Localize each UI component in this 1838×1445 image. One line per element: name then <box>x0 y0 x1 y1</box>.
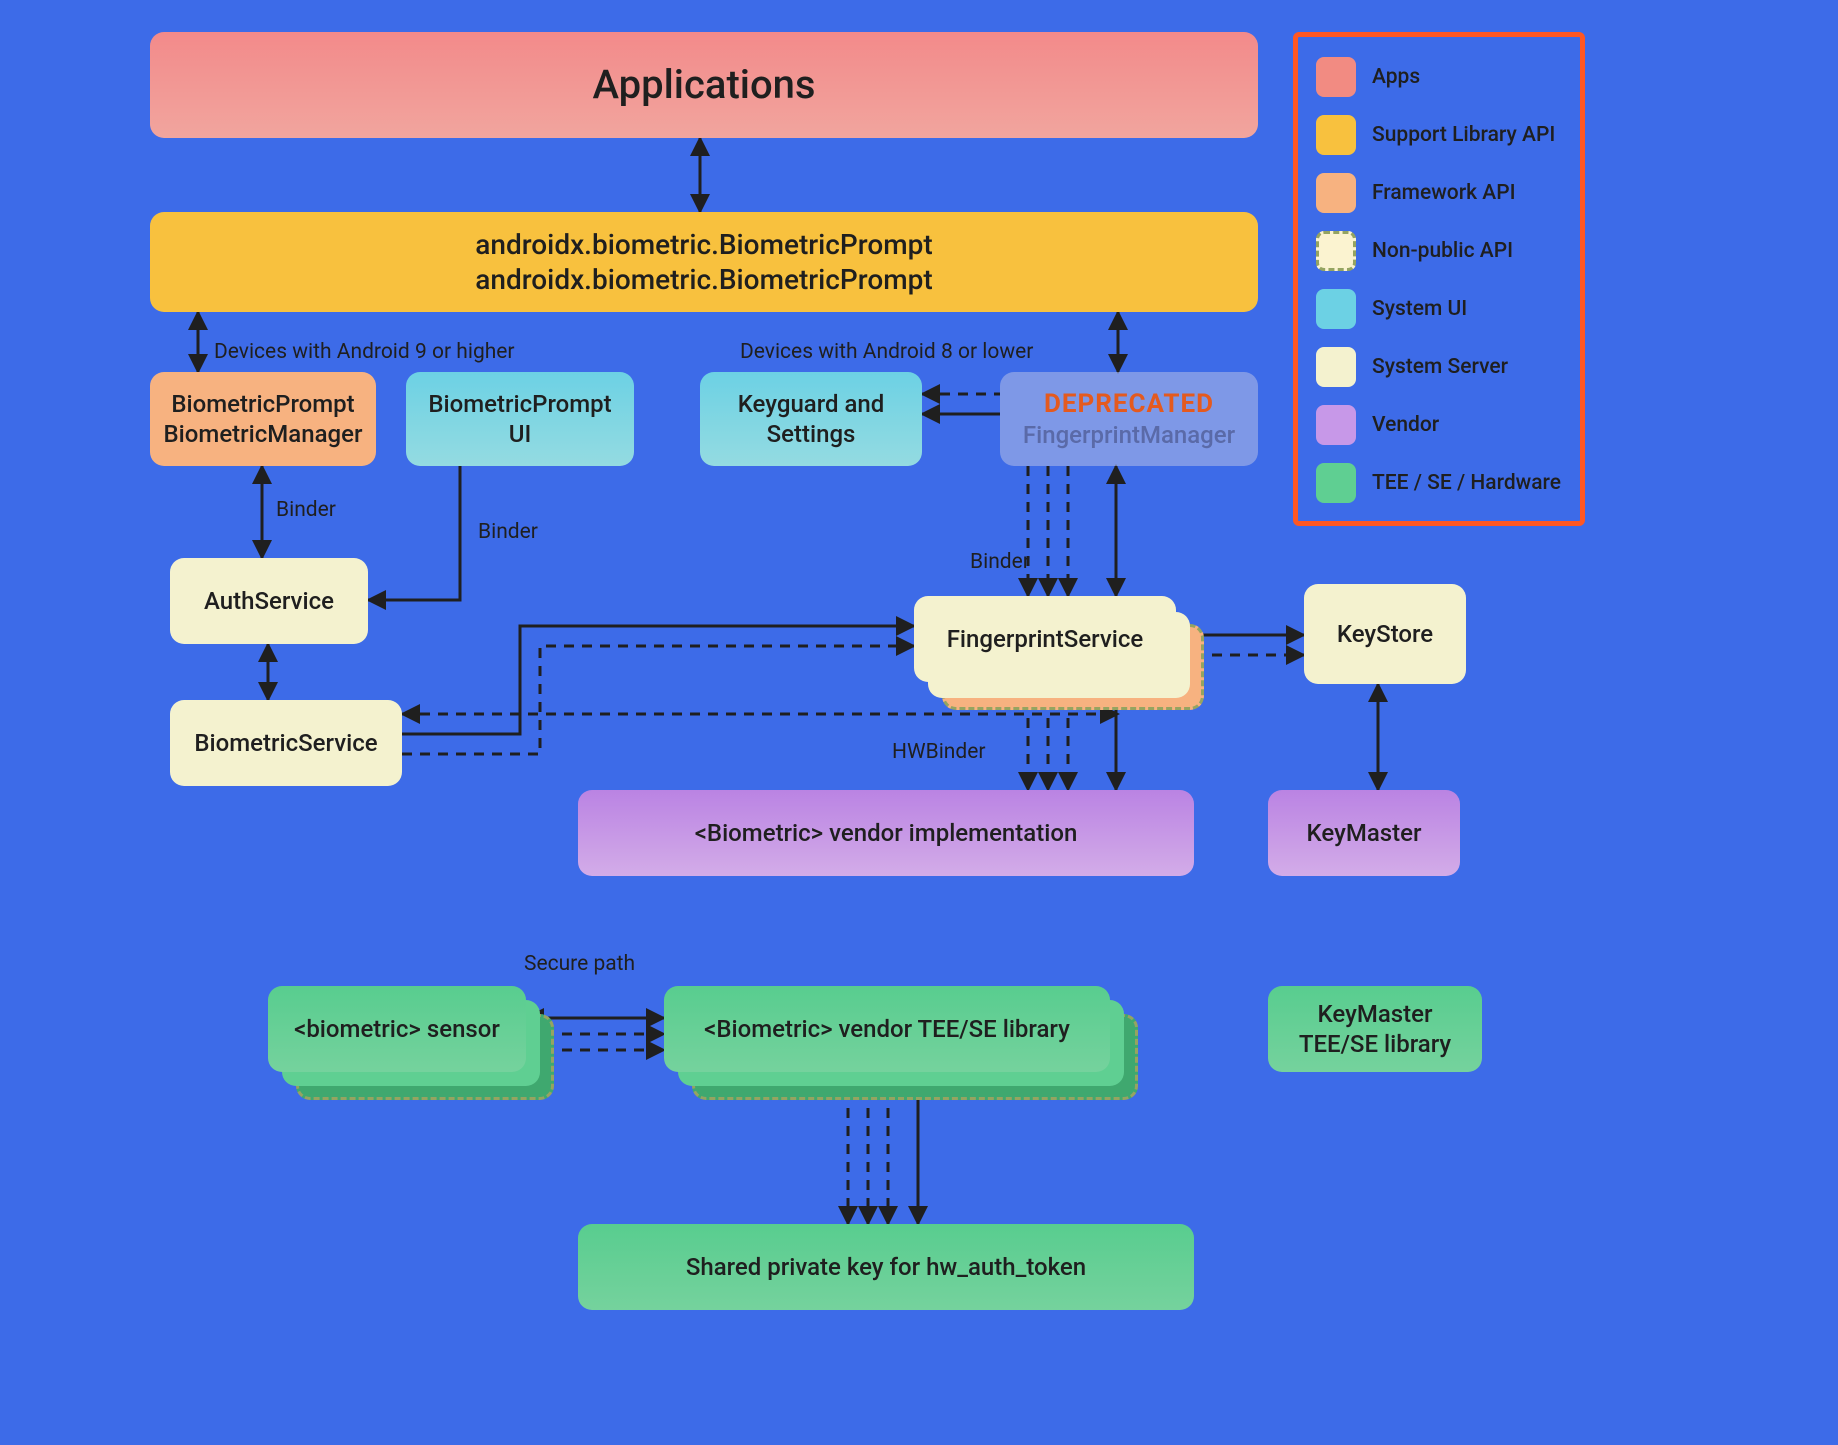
legend-row: System UI <box>1316 289 1562 329</box>
node-fpsvc-line: FingerprintService <box>947 624 1144 654</box>
node-keyguard: Keyguard andSettings <box>700 372 922 466</box>
node-applications: Applications <box>150 32 1258 138</box>
edge-label: Secure path <box>524 952 635 976</box>
node-androidx: androidx.biometric.BiometricPromptandroi… <box>150 212 1258 312</box>
node-tee_lib: <Biometric> vendor TEE/SE library <box>664 986 1110 1072</box>
legend-swatch <box>1316 347 1356 387</box>
node-bioprompt_ui: BiometricPrompt UI <box>406 372 634 466</box>
node-bioprompt_ui-line: BiometricPrompt UI <box>416 389 624 449</box>
legend-label: Framework API <box>1372 181 1516 205</box>
legend-label: System Server <box>1372 355 1508 379</box>
node-bioprompt_mgr: BiometricPromptBiometricManager <box>150 372 376 466</box>
edge <box>402 646 914 754</box>
legend-row: Non-public API <box>1316 231 1562 271</box>
node-androidx-line: androidx.biometric.BiometricPrompt <box>475 262 932 297</box>
legend-swatch <box>1316 463 1356 503</box>
node-vendor_impl: <Biometric> vendor implementation <box>578 790 1194 876</box>
legend-swatch <box>1316 115 1356 155</box>
legend-label: System UI <box>1372 297 1467 321</box>
node-shared_key-line: Shared private key for hw_auth_token <box>686 1252 1086 1282</box>
legend-swatch <box>1316 289 1356 329</box>
node-km_tee-line: KeyMaster <box>1318 999 1433 1029</box>
node-km_tee: KeyMasterTEE/SE library <box>1268 986 1482 1072</box>
legend-row: Framework API <box>1316 173 1562 213</box>
legend-row: System Server <box>1316 347 1562 387</box>
legend-label: Vendor <box>1372 413 1439 437</box>
deprecated-sub: FingerprintManager <box>1023 420 1235 450</box>
node-androidx-line: androidx.biometric.BiometricPrompt <box>475 227 932 262</box>
node-authservice: AuthService <box>170 558 368 644</box>
legend-label: Apps <box>1372 65 1420 89</box>
edge-label: Binder <box>276 498 336 522</box>
node-keystore: KeyStore <box>1304 584 1466 684</box>
edge-label: Binder <box>478 520 538 544</box>
legend-label: Non-public API <box>1372 239 1513 263</box>
legend-swatch <box>1316 231 1356 271</box>
node-fpsvc: FingerprintService <box>914 596 1176 682</box>
node-keymaster-line: KeyMaster <box>1307 818 1422 848</box>
node-biosvc-line: BiometricService <box>194 728 377 758</box>
legend-row: Vendor <box>1316 405 1562 445</box>
legend: Apps Support Library API Framework API Non-… <box>1293 32 1585 526</box>
node-km_tee-line: TEE/SE library <box>1299 1029 1451 1059</box>
node-bioprompt_mgr-line: BiometricPrompt <box>171 389 354 419</box>
node-tee_lib-line: <Biometric> vendor TEE/SE library <box>704 1014 1070 1044</box>
node-bioprompt_mgr-line: BiometricManager <box>164 419 363 449</box>
node-shared_key: Shared private key for hw_auth_token <box>578 1224 1194 1310</box>
edge-label: HWBinder <box>892 740 986 764</box>
node-keyguard-line: Keyguard and <box>738 389 885 419</box>
legend-row: Apps <box>1316 57 1562 97</box>
node-keymaster: KeyMaster <box>1268 790 1460 876</box>
edge-label: Devices with Android 9 or higher <box>214 340 515 364</box>
edge-label: Binder <box>970 550 1030 574</box>
legend-swatch <box>1316 405 1356 445</box>
edge <box>368 466 460 600</box>
legend-swatch <box>1316 173 1356 213</box>
node-bio_sensor: <biometric> sensor <box>268 986 526 1072</box>
edge-label: Devices with Android 8 or lower <box>740 340 1033 364</box>
node-applications-line: Applications <box>592 60 815 110</box>
legend-label: Support Library API <box>1372 123 1555 147</box>
node-keystore-line: KeyStore <box>1337 619 1433 649</box>
node-bio_sensor-line: <biometric> sensor <box>294 1014 500 1044</box>
node-vendor_impl-line: <Biometric> vendor implementation <box>695 818 1078 848</box>
node-keyguard-line: Settings <box>767 419 856 449</box>
node-fpm_deprecated: DEPRECATEDFingerprintManager <box>1000 372 1258 466</box>
legend-label: TEE / SE / Hardware <box>1372 471 1561 495</box>
deprecated-title: DEPRECATED <box>1044 388 1214 421</box>
legend-row: Support Library API <box>1316 115 1562 155</box>
node-authservice-line: AuthService <box>204 586 334 616</box>
node-biosvc: BiometricService <box>170 700 402 786</box>
legend-swatch <box>1316 57 1356 97</box>
edge <box>402 626 914 734</box>
legend-row: TEE / SE / Hardware <box>1316 463 1562 503</box>
